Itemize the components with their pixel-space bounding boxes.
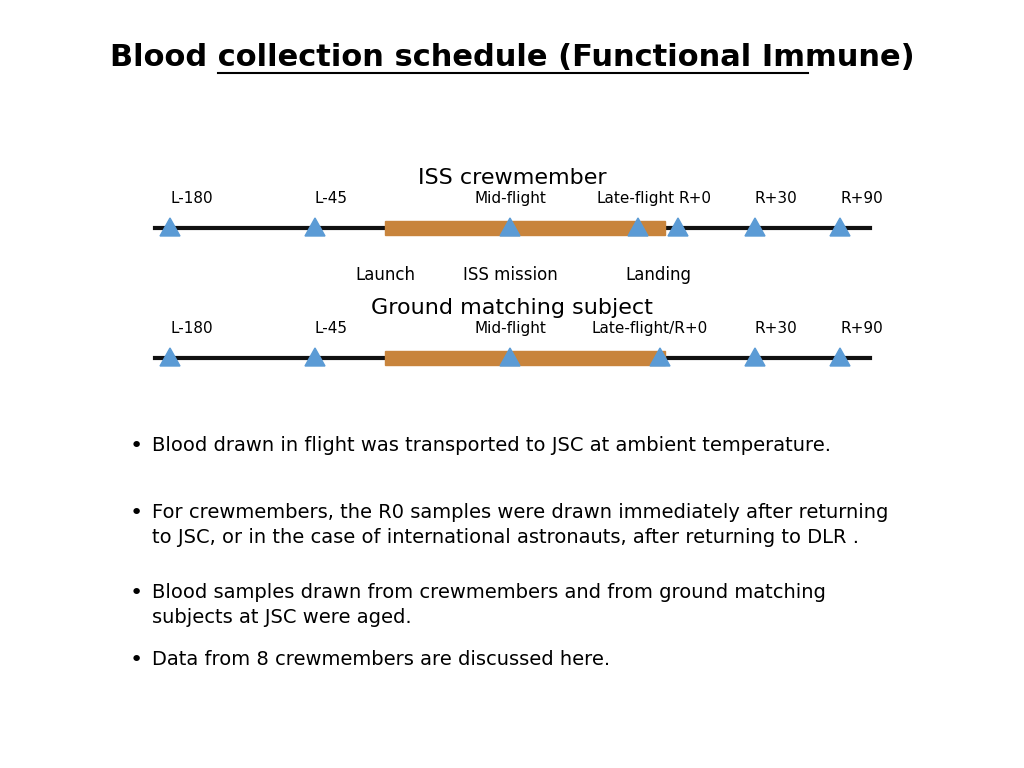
Text: •: •	[130, 436, 143, 456]
Text: R+0: R+0	[678, 191, 711, 206]
Text: Blood collection schedule (Functional Immune): Blood collection schedule (Functional Im…	[110, 44, 914, 72]
Text: Landing: Landing	[625, 266, 691, 284]
Text: L-45: L-45	[315, 321, 348, 336]
Text: ISS crewmember: ISS crewmember	[418, 168, 606, 188]
Text: Launch: Launch	[355, 266, 415, 284]
Text: Ground matching subject: Ground matching subject	[371, 298, 653, 318]
Polygon shape	[160, 218, 180, 236]
Polygon shape	[305, 218, 325, 236]
Text: For crewmembers, the R0 samples were drawn immediately after returning
to JSC, o: For crewmembers, the R0 samples were dra…	[152, 503, 889, 547]
Text: L-45: L-45	[315, 191, 348, 206]
Text: •: •	[130, 503, 143, 523]
Text: ISS mission: ISS mission	[463, 266, 557, 284]
Polygon shape	[650, 348, 670, 366]
Text: L-180: L-180	[170, 321, 213, 336]
Text: L-180: L-180	[170, 191, 213, 206]
Polygon shape	[668, 218, 688, 236]
Bar	[385, 221, 665, 235]
Polygon shape	[830, 218, 850, 236]
Bar	[385, 351, 665, 365]
Polygon shape	[160, 348, 180, 366]
Text: Mid-flight: Mid-flight	[474, 191, 546, 206]
Text: Blood drawn in flight was transported to JSC at ambient temperature.: Blood drawn in flight was transported to…	[152, 436, 831, 455]
Polygon shape	[745, 348, 765, 366]
Text: Data from 8 crewmembers are discussed here.: Data from 8 crewmembers are discussed he…	[152, 650, 610, 669]
Text: •: •	[130, 650, 143, 670]
Text: R+90: R+90	[840, 191, 883, 206]
Polygon shape	[500, 348, 520, 366]
Text: Mid-flight: Mid-flight	[474, 321, 546, 336]
Text: R+90: R+90	[840, 321, 883, 336]
Text: Late-flight/R+0: Late-flight/R+0	[592, 321, 709, 336]
Text: Blood samples drawn from crewmembers and from ground matching
subjects at JSC we: Blood samples drawn from crewmembers and…	[152, 583, 826, 627]
Text: Late-flight: Late-flight	[597, 191, 675, 206]
Text: R+30: R+30	[755, 191, 798, 206]
Polygon shape	[830, 348, 850, 366]
Polygon shape	[745, 218, 765, 236]
Polygon shape	[500, 218, 520, 236]
Text: •: •	[130, 583, 143, 603]
Polygon shape	[628, 218, 648, 236]
Polygon shape	[305, 348, 325, 366]
Text: R+30: R+30	[755, 321, 798, 336]
